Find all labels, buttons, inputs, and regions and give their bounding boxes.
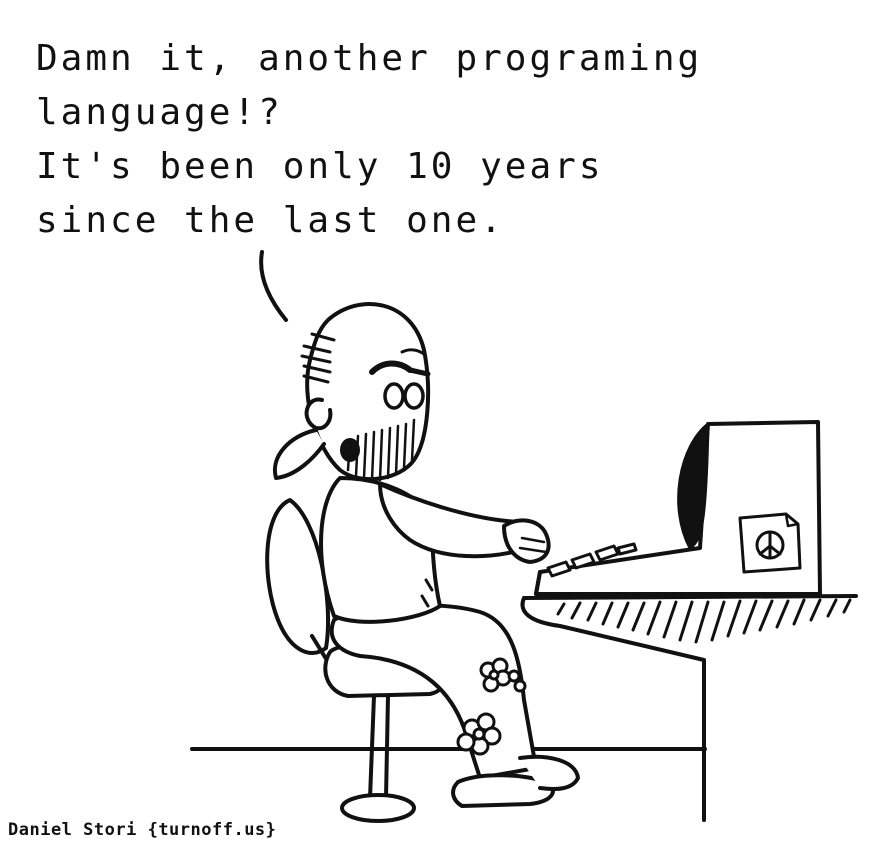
chair-base <box>340 793 416 823</box>
eyebrow <box>369 360 413 375</box>
speech-line-1: Damn it, another programing <box>36 38 703 79</box>
speech-line-4: since the last one. <box>36 200 505 241</box>
ear <box>304 397 333 431</box>
mouth <box>340 438 360 462</box>
shoe-right <box>518 754 580 791</box>
credit-author: Daniel Stori <box>8 820 137 840</box>
speech-text: Damn it, another programing language!? I… <box>36 32 876 248</box>
credit-signature: Daniel Stori {turnoff.us} <box>8 820 276 840</box>
shoe-left <box>451 773 555 808</box>
eye-left <box>383 382 405 410</box>
desk-hatching <box>556 598 852 644</box>
flower-patch <box>456 657 527 756</box>
desk <box>520 594 858 822</box>
eye-right <box>403 382 425 410</box>
keyboard <box>546 542 638 578</box>
speech-line-3: It's been only 10 years <box>36 146 604 187</box>
hair <box>300 332 336 384</box>
chair-back <box>265 498 331 655</box>
ponytail <box>272 428 326 480</box>
programmer <box>272 302 580 808</box>
retro-computer <box>534 420 822 596</box>
computer-screen <box>677 422 710 550</box>
credit-site: {turnoff.us} <box>147 820 277 840</box>
speech-pointer <box>259 250 288 322</box>
office-chair <box>265 498 455 823</box>
peace-sign-sticker <box>738 512 802 574</box>
speech-line-2: language!? <box>36 92 283 133</box>
peace-sign-icon <box>755 530 785 560</box>
